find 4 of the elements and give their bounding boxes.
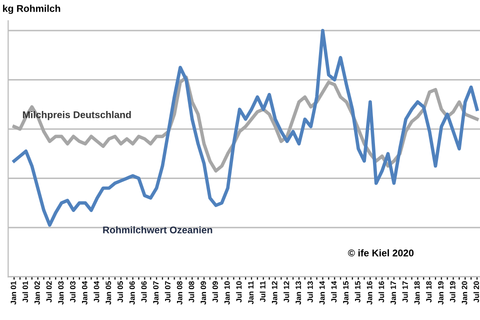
y-axis-title: kg Rohmilch <box>3 4 60 14</box>
annotation: © ife Kiel 2020 <box>348 249 414 256</box>
text: Rohmilchwert Ozeanien <box>103 226 212 234</box>
series-label: Milchpreis Deutschland <box>22 111 131 120</box>
